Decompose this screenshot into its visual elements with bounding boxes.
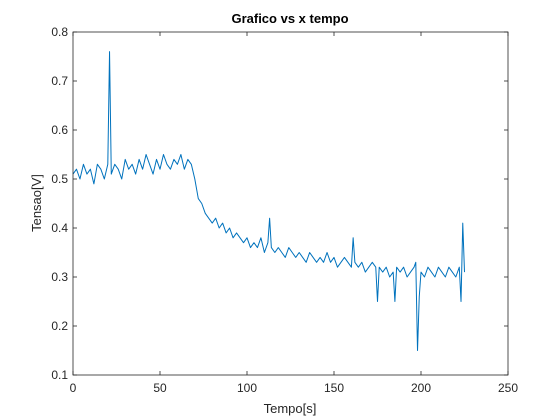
y-ticks: 0.1 0.2 0.3 0.4 0.5 0.6 0.7 0.8 bbox=[51, 25, 508, 382]
y-tick-label: 0.2 bbox=[51, 319, 68, 333]
axes-box bbox=[72, 31, 509, 376]
x-tick-label: 0 bbox=[70, 381, 77, 395]
series-line-0 bbox=[72, 51, 465, 351]
x-ticks: 0 50 100 150 200 250 bbox=[70, 32, 518, 395]
y-tick-label: 0.6 bbox=[51, 123, 68, 137]
y-tick-label: 0.1 bbox=[51, 368, 68, 382]
x-tick-label: 200 bbox=[411, 381, 431, 395]
x-axis-label: Tempo[s] bbox=[264, 401, 317, 416]
y-tick-label: 0.5 bbox=[51, 172, 68, 186]
chart-title: Grafico vs x tempo bbox=[231, 11, 348, 26]
x-tick-label: 250 bbox=[498, 381, 518, 395]
plot-area bbox=[73, 32, 508, 375]
y-tick-label: 0.4 bbox=[51, 221, 68, 235]
series-layer bbox=[72, 51, 465, 351]
y-tick-label: 0.7 bbox=[51, 74, 68, 88]
y-tick-label: 0.3 bbox=[51, 270, 68, 284]
y-axis-label: Tensao[V] bbox=[29, 174, 44, 232]
x-tick-label: 50 bbox=[153, 381, 167, 395]
x-tick-label: 100 bbox=[237, 381, 257, 395]
x-tick-label: 150 bbox=[324, 381, 344, 395]
y-tick-label: 0.8 bbox=[51, 25, 68, 39]
